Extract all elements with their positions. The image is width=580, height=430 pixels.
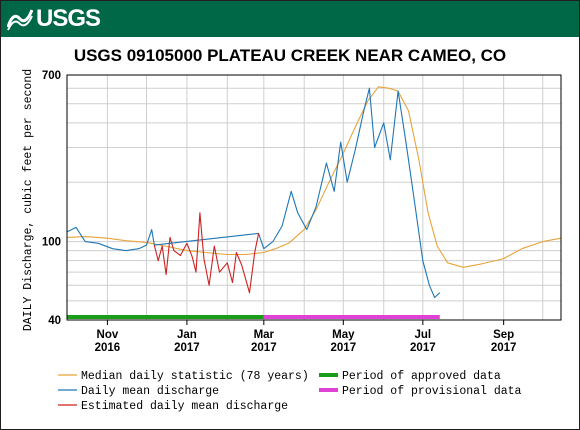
y-tick-label: 40 (48, 315, 61, 327)
x-tick-year: 2017 (251, 342, 277, 354)
x-tick-year: 2017 (174, 342, 200, 354)
x-tick-year: 2016 (95, 342, 121, 354)
series-lines (66, 86, 562, 299)
usgs-wave-icon (7, 9, 33, 31)
legend: Median daily statistic (78 years) Daily m… (58, 370, 522, 413)
x-tick-month: Jul (415, 329, 432, 341)
x-tick-year: 2017 (410, 342, 436, 354)
x-tick-month: Mar (254, 329, 275, 341)
y-tick-label: 100 (42, 237, 61, 249)
daily-mean-line (66, 87, 441, 299)
usgs-logo: USGS (7, 5, 101, 33)
grid-lines (67, 75, 561, 320)
y-tick-labels: 100 700 40 (42, 70, 61, 327)
legend-daily-mean-label: Daily mean discharge (81, 385, 219, 398)
legend-approved-label: Period of approved data (342, 370, 501, 383)
legend-median-label: Median daily statistic (78 years) (81, 370, 309, 383)
x-tick-year: 2017 (331, 342, 357, 354)
usgs-logo-text: USGS (36, 5, 101, 32)
approved-period-bar (67, 315, 264, 319)
x-tick-labels: Nov2016Jan2017Mar2017May2017Jul2017Sep20… (95, 320, 517, 354)
plot-area (66, 74, 562, 321)
provisional-period-bar (263, 315, 440, 319)
x-tick-month: Sep (493, 329, 514, 341)
y-tick-label: 700 (42, 70, 61, 82)
legend-estimated-label: Estimated daily mean discharge (81, 400, 288, 413)
chart-title: USGS 09105000 PLATEAU CREEK NEAR CAMEO, … (74, 46, 506, 65)
legend-provisional-label: Period of provisional data (342, 385, 522, 398)
y-axis-label: DAILY Discharge, cubic feet per second (22, 69, 35, 331)
x-tick-month: Jan (177, 329, 197, 341)
usgs-header-bar: USGS (1, 1, 579, 37)
data-period-bars (67, 315, 440, 319)
x-tick-month: May (332, 329, 355, 341)
median-line (66, 86, 562, 268)
estimated-line (153, 212, 260, 294)
x-tick-year: 2017 (491, 342, 517, 354)
x-tick-month: Nov (97, 329, 119, 341)
